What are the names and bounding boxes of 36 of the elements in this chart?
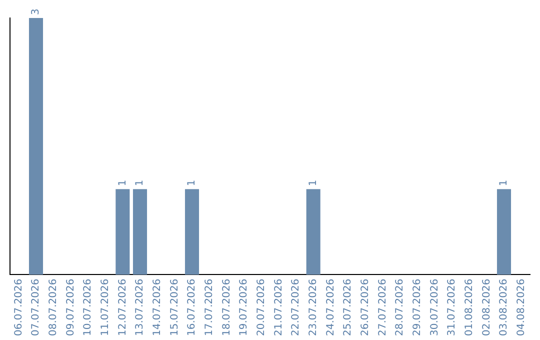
x-tick-label: 25.07.2026 — [342, 278, 354, 336]
x-tick-label: 27.07.2026 — [377, 278, 388, 336]
x-tick-label: 03.08.2026 — [498, 278, 510, 336]
x-tick-label: 08.07.2026 — [48, 278, 59, 336]
x-tick-label: 15.07.2026 — [169, 278, 180, 336]
x-tick-label: 13.07.2026 — [134, 278, 146, 336]
x-tick-label: 10.07.2026 — [82, 278, 94, 336]
x-tick-label: 06.07.2026 — [13, 278, 24, 336]
x-tick-label: 28.07.2026 — [394, 278, 406, 336]
x-tick-label: 09.07.2026 — [65, 278, 76, 336]
data-label: 1 — [134, 180, 146, 186]
x-tick-label: 11.07.2026 — [100, 278, 111, 336]
data-label: 1 — [498, 180, 510, 186]
x-tick-label: 31.07.2026 — [446, 278, 458, 336]
x-tick-label: 02.08.2026 — [481, 278, 492, 336]
x-tick-label: 24.07.2026 — [325, 278, 336, 336]
x-tick-label: 19.07.2026 — [238, 278, 250, 336]
data-label: 1 — [186, 180, 198, 186]
x-tick-label: 21.07.2026 — [273, 278, 284, 336]
x-tick-label: 18.07.2026 — [221, 278, 232, 336]
x-tick-label: 23.07.2026 — [308, 278, 319, 336]
data-label: 1 — [308, 180, 319, 186]
x-tick-label: 30.07.2026 — [429, 278, 440, 336]
x-tick-label: 12.07.2026 — [117, 278, 128, 336]
x-tick-label: 26.07.2026 — [360, 278, 371, 336]
x-tick-label: 17.07.2026 — [204, 278, 215, 336]
data-label: 3 — [30, 8, 42, 15]
x-tick-label: 01.08.2026 — [464, 278, 475, 336]
x-tick-label: 04.08.2026 — [516, 278, 527, 336]
x-tick-label: 07.07.2026 — [30, 278, 42, 336]
x-tick-label: 20.07.2026 — [256, 278, 267, 336]
x-tick-label: 29.07.2026 — [412, 278, 423, 336]
x-tick-label: 16.07.2026 — [186, 278, 198, 336]
data-label: 1 — [117, 180, 128, 186]
x-tick-label: 22.07.2026 — [290, 278, 302, 336]
x-tick-label: 14.07.2026 — [152, 278, 163, 336]
